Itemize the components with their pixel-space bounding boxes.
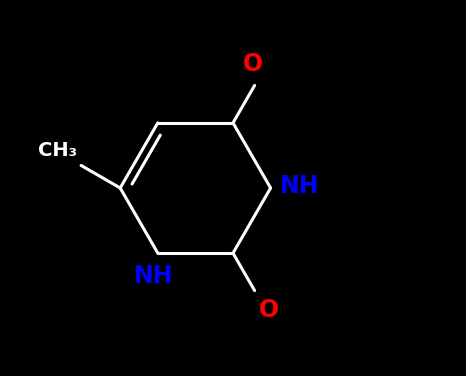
Text: CH₃: CH₃	[38, 141, 77, 160]
Text: O: O	[258, 298, 279, 322]
Text: NH: NH	[134, 264, 174, 288]
Text: NH: NH	[280, 174, 320, 198]
Text: O: O	[243, 52, 263, 76]
